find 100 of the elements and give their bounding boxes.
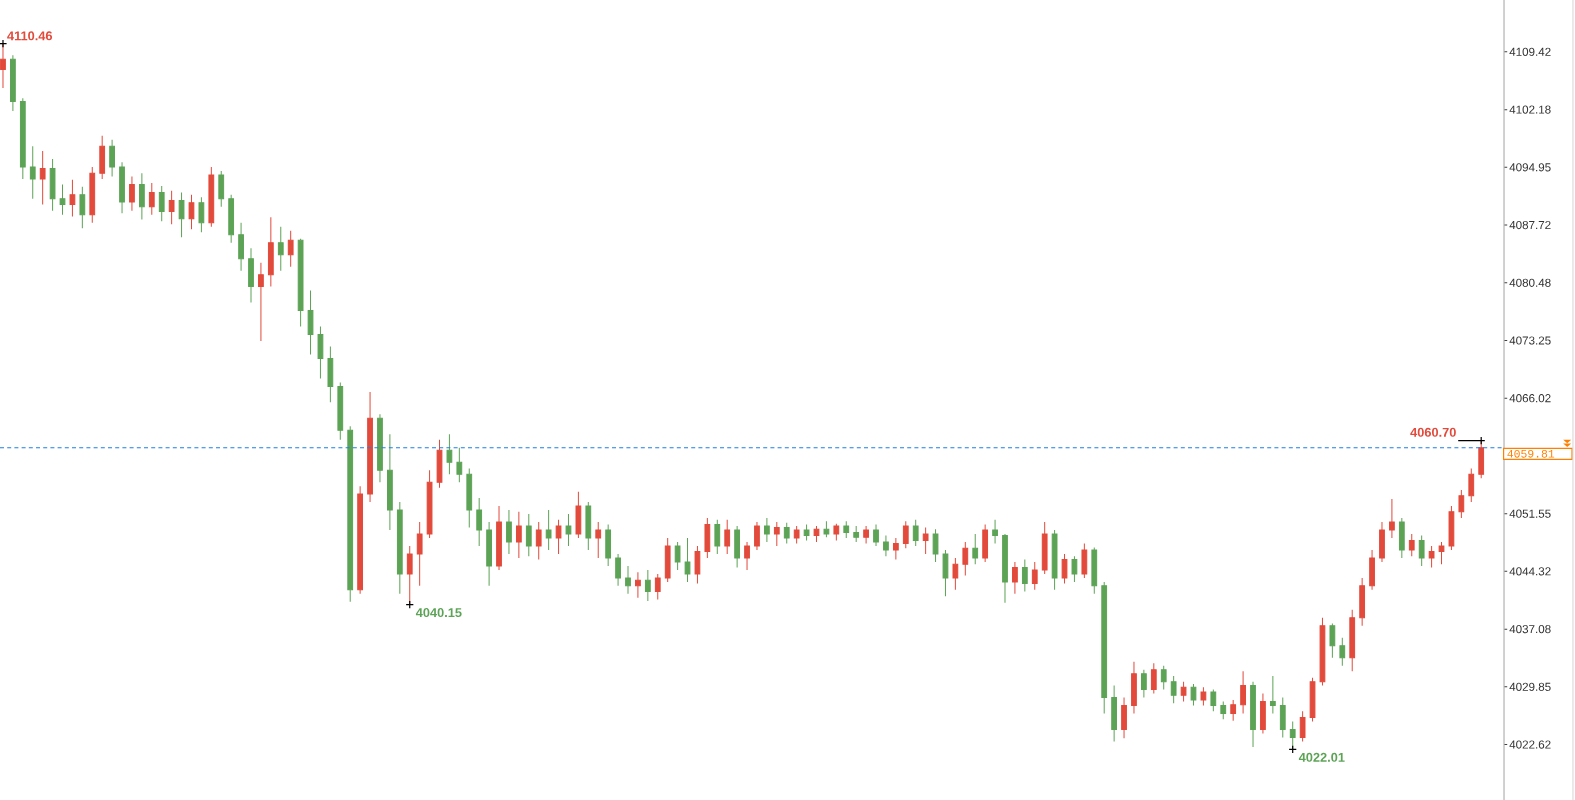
- candlestick: [714, 519, 721, 555]
- candlestick: [486, 521, 492, 587]
- candlestick: [962, 541, 969, 577]
- candlestick: [1220, 701, 1227, 720]
- candlestick: [1468, 468, 1475, 503]
- candlestick: [267, 216, 274, 288]
- candlestick: [605, 523, 612, 567]
- candlestick: [1279, 697, 1286, 738]
- candlestick: [287, 230, 294, 268]
- candlestick: [198, 196, 205, 233]
- candlestick: [585, 501, 592, 551]
- candlestick: [436, 439, 443, 489]
- candlestick: [982, 523, 989, 563]
- candlestick: [69, 179, 76, 217]
- candlestick: [843, 520, 850, 539]
- candlestick: [754, 521, 760, 551]
- candlestick: [694, 545, 701, 584]
- candlestick: [416, 521, 423, 587]
- candlestick: [942, 549, 949, 597]
- candlestick: [1379, 521, 1385, 563]
- candlestick: [466, 468, 473, 529]
- candlestick: [595, 521, 602, 559]
- candlestick: [367, 391, 373, 503]
- candlestick: [783, 522, 790, 545]
- candlestick: [1041, 521, 1048, 575]
- candlestick: [1230, 699, 1237, 722]
- candlestick: [238, 222, 244, 272]
- candlestick: [1121, 697, 1127, 739]
- candlestick: [10, 54, 16, 112]
- y-tick-label: 4066.02: [1509, 394, 1551, 403]
- candlestick: [396, 501, 403, 595]
- candlestick: [644, 569, 651, 602]
- candlestick: [1260, 693, 1266, 734]
- y-tick-label: 4102.18: [1509, 105, 1551, 114]
- y-tick-label: 4029.85: [1509, 682, 1551, 691]
- candlestick: [228, 194, 235, 244]
- candlestick: [1428, 545, 1435, 569]
- candlestick: [972, 533, 979, 565]
- candlestick: [1150, 662, 1157, 695]
- candlestick: [1339, 637, 1346, 667]
- candlestick: [119, 161, 125, 214]
- candlestick: [49, 158, 56, 212]
- candlestick: [1081, 543, 1088, 579]
- candlestick: [684, 537, 691, 583]
- candlestick: [1398, 517, 1405, 559]
- candlestick: [1190, 683, 1197, 707]
- candlestick: [506, 509, 512, 555]
- candlestick: [258, 262, 264, 342]
- y-tick-label: 4051.55: [1509, 509, 1551, 518]
- candlestick: [327, 345, 334, 403]
- candlestick: [932, 528, 939, 563]
- candlestick: [456, 447, 463, 483]
- candlestick: [1240, 670, 1246, 715]
- candlestick: [863, 525, 869, 545]
- candlestick: [218, 170, 225, 208]
- candlestick: [873, 523, 879, 547]
- candlestick: [654, 573, 661, 600]
- y-tick-label: 4080.48: [1509, 278, 1551, 287]
- candlestick: [734, 525, 741, 569]
- y-tick-label: 4109.42: [1509, 47, 1551, 56]
- candlestick: [188, 194, 195, 230]
- candlestick: [555, 519, 562, 555]
- candlestick: [158, 185, 165, 222]
- candlestick: [1140, 669, 1147, 699]
- candlestick: [89, 166, 96, 224]
- candlestick: [39, 150, 46, 205]
- candlestick: [79, 186, 86, 229]
- candlestick: [515, 511, 522, 559]
- candlestick: [1418, 535, 1425, 567]
- candlestick: [833, 523, 840, 541]
- candlestick: [357, 485, 364, 595]
- candlestick: [575, 491, 582, 539]
- candlestick: [892, 537, 899, 561]
- candlestick: [317, 326, 324, 379]
- candlestick: [337, 381, 344, 441]
- candlestick: [664, 537, 671, 583]
- candlestick: [565, 513, 572, 547]
- candlestick: [912, 519, 919, 547]
- candlestick: [635, 571, 641, 599]
- candlestick: [1319, 617, 1326, 687]
- candlestick: [1170, 675, 1177, 704]
- ref-line-label: 4059.81: [1507, 449, 1555, 458]
- candlestick: [992, 519, 998, 545]
- candlestick: [1031, 561, 1038, 591]
- candlestick: [674, 541, 681, 571]
- candlestick: [1349, 609, 1356, 672]
- candlestick: [773, 521, 780, 547]
- candlestick: [1091, 547, 1098, 595]
- candlestick: [138, 172, 145, 221]
- candlestick: [793, 525, 800, 545]
- candlestick: [1012, 561, 1018, 595]
- y-tick-label: 4037.08: [1509, 625, 1551, 634]
- candlestick: [476, 497, 483, 547]
- candlestick: [377, 413, 383, 483]
- candlestick: [1131, 661, 1137, 715]
- annotation: 4110.46: [7, 31, 53, 41]
- candlestick: [277, 226, 284, 272]
- candlestick: [545, 509, 552, 551]
- candlestick: [347, 425, 354, 603]
- candlestick: [248, 247, 254, 304]
